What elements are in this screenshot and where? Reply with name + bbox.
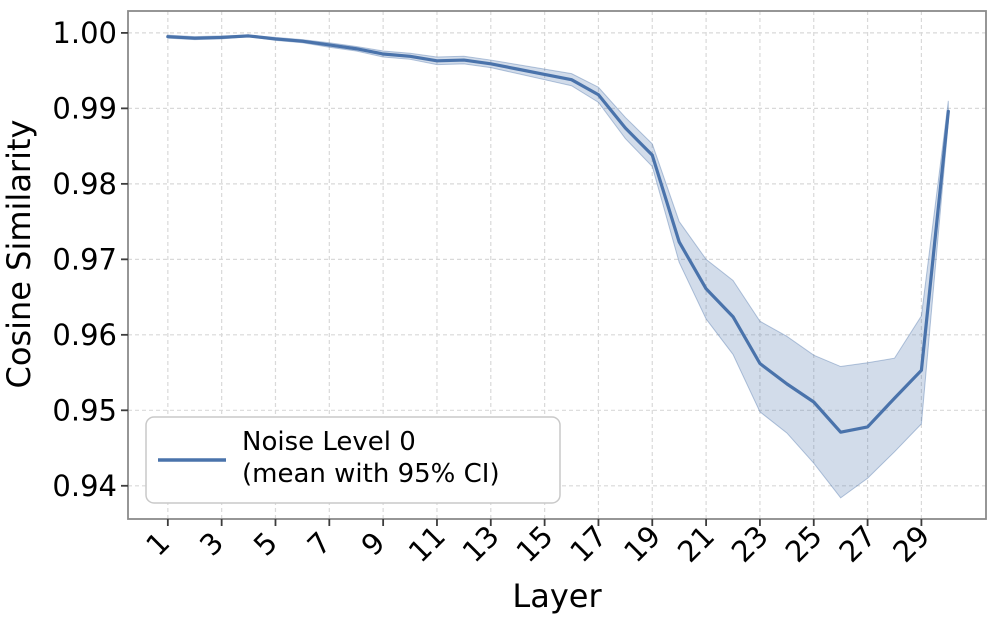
y-axis-label: Cosine Similarity [0, 120, 38, 389]
y-tick-label: 0.94 [52, 469, 117, 503]
x-axis-label: Layer [512, 577, 602, 615]
y-tick-label: 0.97 [52, 242, 117, 276]
y-tick-label: 1.00 [52, 16, 117, 50]
y-tick-label: 0.99 [52, 91, 117, 125]
axis-ticks [121, 31, 923, 526]
legend-box [145, 416, 561, 504]
y-tick-label: 0.96 [52, 318, 117, 352]
y-tick-labels: 0.94 0.95 0.96 0.97 0.98 0.99 1.00 [52, 16, 117, 503]
y-tick-label: 0.98 [52, 167, 117, 201]
legend-label-line: (mean with 95% CI) [242, 459, 500, 489]
legend: Noise Level 0(mean with 95% CI) [145, 416, 561, 504]
legend-label: Noise Level 0(mean with 95% CI) [242, 427, 500, 489]
series-line [166, 34, 950, 434]
legend-label-line: Noise Level 0 [242, 427, 416, 457]
axes-spines [127, 10, 987, 520]
y-tick-label: 0.95 [52, 393, 117, 427]
